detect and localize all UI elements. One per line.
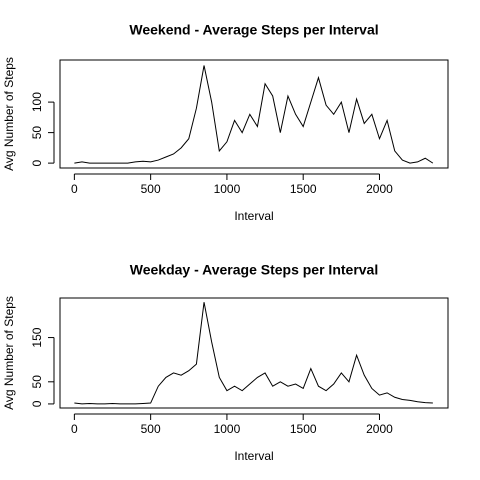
y-tick-label: 0 bbox=[30, 159, 44, 166]
x-tick-label: 2000 bbox=[366, 422, 393, 436]
chart-title: Weekend - Average Steps per Interval bbox=[129, 22, 378, 38]
y-tick-label: 0 bbox=[30, 400, 44, 407]
data-line bbox=[74, 302, 433, 405]
x-tick-label: 500 bbox=[141, 422, 161, 436]
x-tick-label: 1000 bbox=[214, 182, 241, 196]
chart-title: Weekday - Average Steps per Interval bbox=[130, 262, 378, 278]
x-tick-label: 0 bbox=[71, 422, 78, 436]
x-tick-label: 1500 bbox=[290, 182, 317, 196]
y-tick-label: 50 bbox=[30, 126, 44, 140]
y-tick-label: 150 bbox=[30, 327, 44, 347]
x-tick-label: 1000 bbox=[214, 422, 241, 436]
y-tick-label: 50 bbox=[30, 375, 44, 389]
y-axis-label: Avg Number of Steps bbox=[2, 57, 16, 171]
x-tick-label: 2000 bbox=[366, 182, 393, 196]
x-tick-label: 1500 bbox=[290, 422, 317, 436]
x-axis-label: Interval bbox=[234, 449, 273, 463]
y-tick-label: 100 bbox=[30, 92, 44, 112]
y-axis-label: Avg Number of Steps bbox=[2, 296, 16, 410]
x-axis-label: Interval bbox=[234, 209, 273, 223]
x-tick-label: 500 bbox=[141, 182, 161, 196]
plot-frame bbox=[59, 59, 449, 169]
plot-frame bbox=[59, 297, 449, 409]
data-line bbox=[74, 65, 434, 164]
x-tick-label: 0 bbox=[71, 182, 78, 196]
